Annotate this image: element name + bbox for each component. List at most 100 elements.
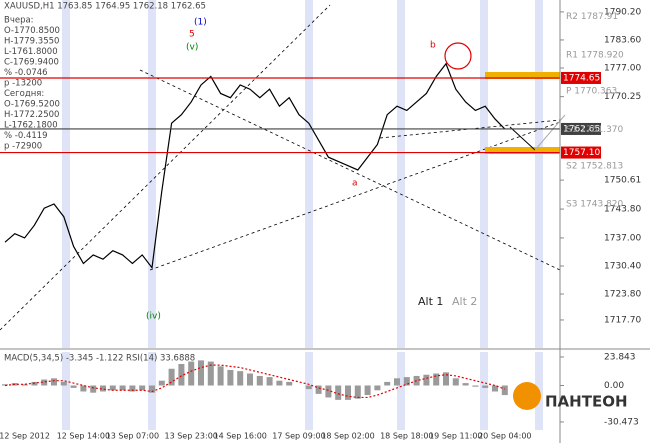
info-line: % -0.4119 bbox=[4, 131, 48, 141]
macd-bar bbox=[266, 377, 273, 386]
y-tick-label: 1743.80 bbox=[604, 205, 641, 215]
macd-bar bbox=[335, 385, 342, 400]
y-tick-label: 1717.70 bbox=[604, 315, 641, 325]
macd-bar bbox=[403, 377, 410, 386]
level-box bbox=[561, 71, 601, 84]
wave-label: (v) bbox=[186, 43, 198, 53]
logo: ПАНТЕОН bbox=[545, 393, 628, 411]
macd-bar bbox=[433, 373, 440, 386]
price-line bbox=[4, 62, 506, 270]
info-line: p -13200 bbox=[4, 79, 42, 89]
macd-bar bbox=[90, 385, 97, 393]
info-line: C-1769.9400 bbox=[4, 58, 59, 68]
x-tick-label: 13 Sep 07:00 bbox=[106, 432, 159, 441]
macd-bar bbox=[178, 363, 185, 386]
macd-bar bbox=[462, 383, 469, 386]
y-tick-label: 1750.61 bbox=[604, 176, 641, 186]
x-tick-label: 18 Sep 18:00 bbox=[380, 432, 433, 441]
macd-bar bbox=[139, 385, 146, 391]
info-line: O-1770.8500 bbox=[4, 26, 60, 36]
info-line: H-1772.2500 bbox=[4, 110, 59, 120]
zone bbox=[485, 72, 560, 79]
info-line: O-1769.5200 bbox=[4, 100, 60, 110]
macd-bar bbox=[198, 360, 204, 386]
macd-bar bbox=[423, 374, 430, 386]
projection bbox=[509, 126, 536, 151]
info-line: % -0.0746 bbox=[4, 68, 48, 78]
pivot-label: R1 1778.920 bbox=[566, 50, 624, 60]
y-tick-label: 1723.80 bbox=[604, 290, 641, 300]
price-line bbox=[4, 364, 506, 399]
info-line: H-1779.3550 bbox=[4, 37, 59, 47]
macd-bar bbox=[237, 371, 244, 386]
macd-bar bbox=[354, 385, 361, 399]
level-box bbox=[561, 146, 601, 159]
macd-bar bbox=[256, 375, 263, 386]
macd-bar bbox=[188, 361, 195, 386]
x-tick-label: 14 Sep 16:00 bbox=[213, 432, 266, 441]
macd-bar bbox=[119, 385, 126, 391]
macd-bar bbox=[305, 385, 312, 390]
macd-bar bbox=[501, 385, 508, 396]
y-tick-label: 23.843 bbox=[604, 352, 636, 362]
macd-bar bbox=[100, 385, 106, 392]
macd-bar bbox=[168, 368, 175, 386]
macd-bar bbox=[315, 385, 322, 394]
info-line: L-1761.8000 bbox=[4, 47, 58, 57]
macd-bar bbox=[227, 369, 234, 386]
macd-bar bbox=[21, 384, 28, 386]
macd-bar bbox=[492, 385, 498, 392]
macd-bar bbox=[276, 380, 283, 386]
macd-bar bbox=[207, 361, 214, 386]
chart-title: XAUUSD,H1 1763.85 1764.95 1762.18 1762.6… bbox=[4, 2, 206, 12]
info-line: L-1762.1800 bbox=[4, 121, 58, 131]
x-tick-label: 12 Sep 14:00 bbox=[57, 432, 110, 441]
macd-bar bbox=[286, 381, 293, 386]
macd-bar bbox=[109, 385, 116, 391]
level-label: 1774.65 bbox=[563, 73, 600, 83]
plot: 1790.20 1783.60 1777.00 1770.25 1750.61 1743.… bbox=[0, 7, 641, 441]
macd-bar bbox=[80, 385, 87, 392]
wave-label: (1) bbox=[194, 18, 207, 28]
zone bbox=[485, 147, 560, 154]
highlight-circle bbox=[444, 42, 472, 70]
macd-bar bbox=[394, 378, 400, 386]
macd-bar bbox=[60, 381, 67, 386]
macd-bar bbox=[129, 385, 136, 392]
macd-bar bbox=[345, 385, 351, 400]
level-label: 1757.10 bbox=[563, 148, 600, 158]
macd-bar bbox=[443, 372, 449, 386]
macd-bar bbox=[452, 378, 459, 386]
y-tick-label: 0.00 bbox=[604, 381, 624, 391]
macd-bar bbox=[374, 385, 381, 391]
macd-bar bbox=[51, 378, 57, 386]
pivot-label: S2 1752.813 bbox=[566, 161, 623, 171]
y-tick-label: 1777.00 bbox=[604, 63, 641, 73]
wave-label: (iv) bbox=[146, 312, 161, 322]
x-tick-label: 13 Sep 23:00 bbox=[164, 432, 217, 441]
macd-bar bbox=[217, 366, 224, 386]
wave-label: b bbox=[430, 41, 436, 51]
macd-bar bbox=[158, 380, 165, 386]
level-box bbox=[561, 122, 601, 135]
x-tick-label: 19 Sep 11:00 bbox=[429, 432, 482, 441]
info-line: p -72900 bbox=[4, 142, 42, 152]
pivot-label: R2 1787.91 bbox=[566, 12, 618, 22]
macd-bar bbox=[41, 379, 48, 386]
macd-title: MACD(5,34,5) -3.345 -1.122 RSI(14) 33.68… bbox=[4, 354, 195, 364]
x-tick-label: 18 Sep 02:00 bbox=[321, 432, 374, 441]
y-tick-label: 1783.60 bbox=[604, 35, 641, 45]
wave-label: 5 bbox=[189, 30, 195, 40]
x-tick-label: 20 Sep 04:00 bbox=[478, 432, 531, 441]
x-tick-label: 12 Sep 2012 bbox=[0, 432, 50, 441]
info-line: Вчера: bbox=[4, 16, 34, 26]
macd-bar bbox=[325, 385, 332, 398]
logo-icon bbox=[513, 382, 541, 410]
y-tick-label: 1737.00 bbox=[604, 233, 641, 243]
macd-bar bbox=[364, 385, 371, 396]
macd-bar bbox=[247, 373, 253, 386]
level-label: 1762.65 bbox=[563, 124, 600, 134]
pivot-label: S1 1761.370 bbox=[566, 125, 624, 135]
